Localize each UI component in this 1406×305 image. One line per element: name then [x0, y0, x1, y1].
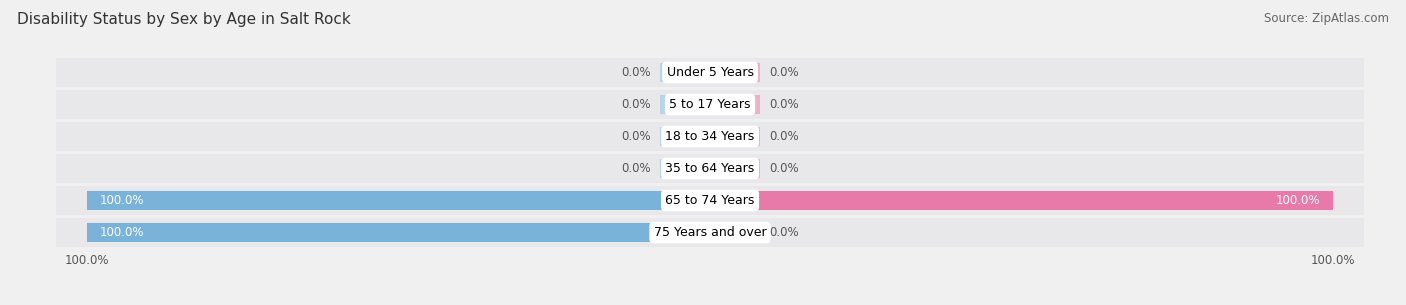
- Text: Disability Status by Sex by Age in Salt Rock: Disability Status by Sex by Age in Salt …: [17, 12, 350, 27]
- Text: 0.0%: 0.0%: [621, 162, 651, 175]
- Bar: [710, 191, 1333, 210]
- Bar: [710, 223, 759, 242]
- Bar: [710, 63, 759, 82]
- Text: 0.0%: 0.0%: [769, 98, 799, 111]
- Text: 100.0%: 100.0%: [100, 194, 145, 207]
- Text: Under 5 Years: Under 5 Years: [666, 66, 754, 79]
- Text: 0.0%: 0.0%: [769, 66, 799, 79]
- Text: 65 to 74 Years: 65 to 74 Years: [665, 194, 755, 207]
- Bar: [56, 218, 1364, 246]
- Text: 100.0%: 100.0%: [100, 226, 145, 239]
- Bar: [56, 90, 1364, 119]
- Text: 0.0%: 0.0%: [769, 130, 799, 143]
- Bar: [661, 127, 710, 146]
- Bar: [56, 186, 1364, 215]
- Bar: [56, 154, 1364, 183]
- Text: 75 Years and over: 75 Years and over: [654, 226, 766, 239]
- Bar: [661, 63, 710, 82]
- Bar: [710, 127, 759, 146]
- Text: 0.0%: 0.0%: [621, 130, 651, 143]
- Bar: [87, 223, 710, 242]
- Text: 0.0%: 0.0%: [621, 98, 651, 111]
- Bar: [710, 95, 759, 114]
- Bar: [661, 159, 710, 178]
- Bar: [56, 122, 1364, 151]
- Text: Source: ZipAtlas.com: Source: ZipAtlas.com: [1264, 12, 1389, 25]
- Bar: [56, 59, 1364, 87]
- Text: 0.0%: 0.0%: [769, 226, 799, 239]
- Text: 18 to 34 Years: 18 to 34 Years: [665, 130, 755, 143]
- Text: 5 to 17 Years: 5 to 17 Years: [669, 98, 751, 111]
- Text: 0.0%: 0.0%: [621, 66, 651, 79]
- Bar: [661, 95, 710, 114]
- Text: 100.0%: 100.0%: [1275, 194, 1320, 207]
- Text: 35 to 64 Years: 35 to 64 Years: [665, 162, 755, 175]
- Bar: [87, 191, 710, 210]
- Bar: [710, 159, 759, 178]
- Text: 0.0%: 0.0%: [769, 162, 799, 175]
